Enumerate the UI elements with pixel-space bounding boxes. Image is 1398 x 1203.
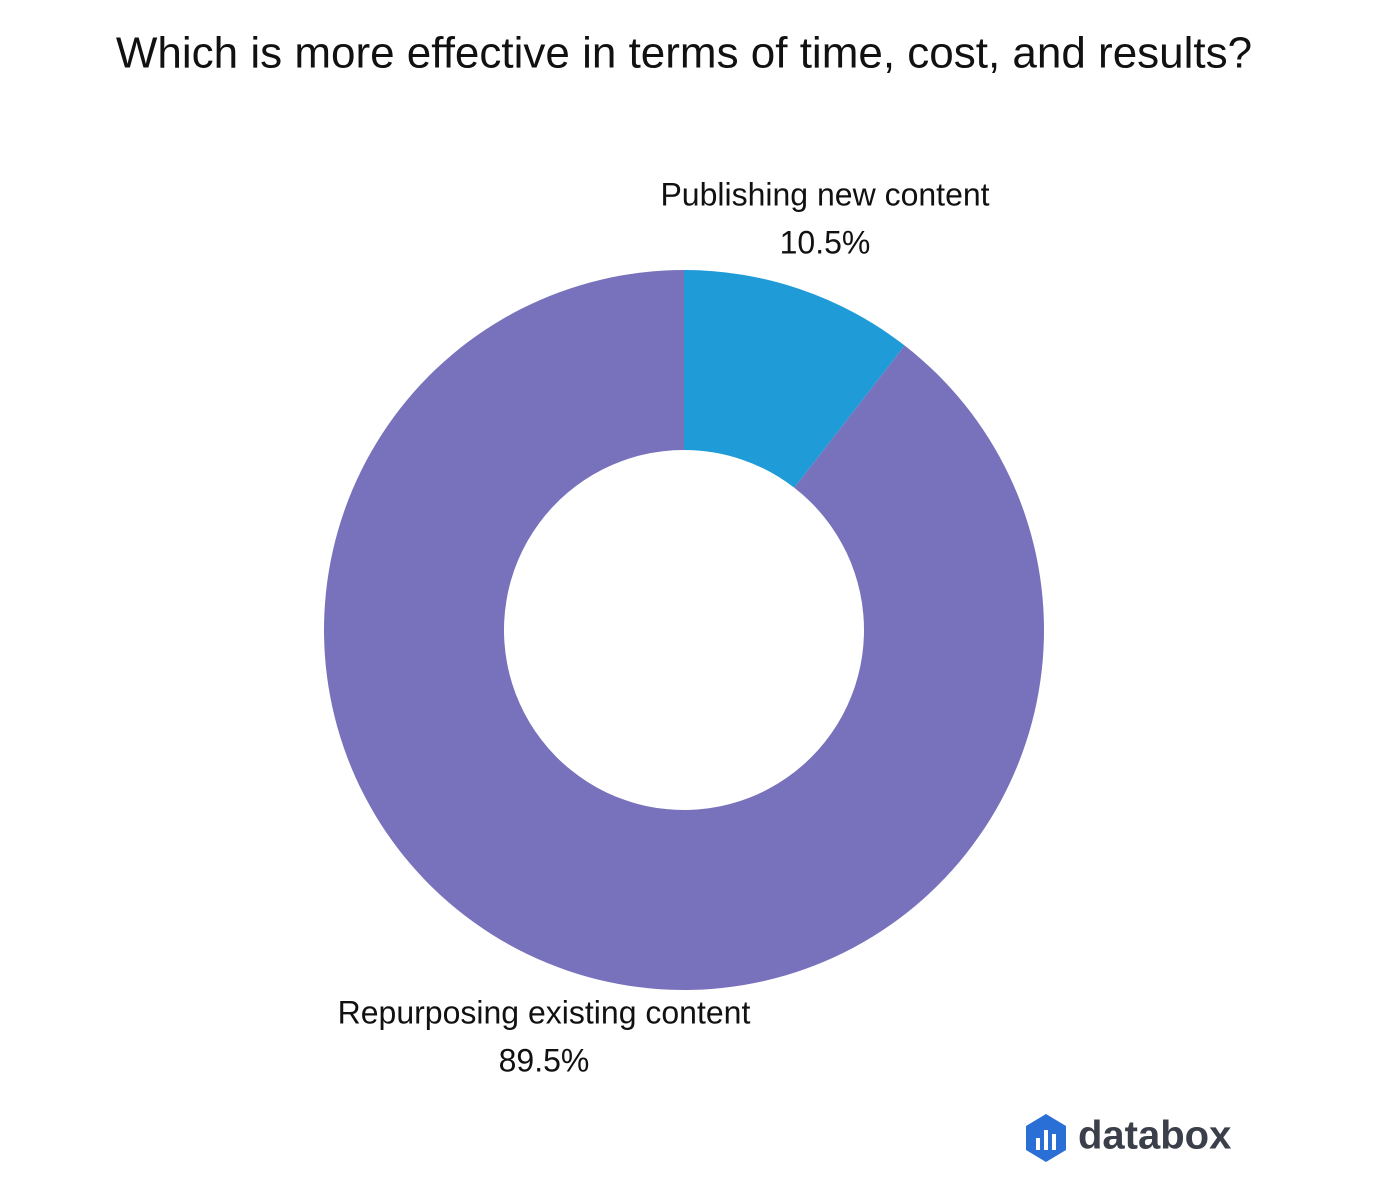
- logo-bar: [1036, 1138, 1040, 1150]
- logo-text: databox: [1078, 1114, 1231, 1158]
- chart-title: Which is more effective in terms of time…: [116, 29, 1252, 78]
- slice-label: Repurposing existing content: [338, 994, 751, 1030]
- slice: [684, 270, 905, 488]
- slice-label: Publishing new content: [660, 176, 989, 212]
- logo-bar: [1044, 1130, 1048, 1150]
- value-label: 10.5%: [780, 224, 871, 260]
- slice: [324, 270, 1045, 991]
- logo-bar: [1052, 1134, 1056, 1150]
- logo: databox: [1026, 1114, 1231, 1162]
- value-label: 89.5%: [499, 1042, 590, 1078]
